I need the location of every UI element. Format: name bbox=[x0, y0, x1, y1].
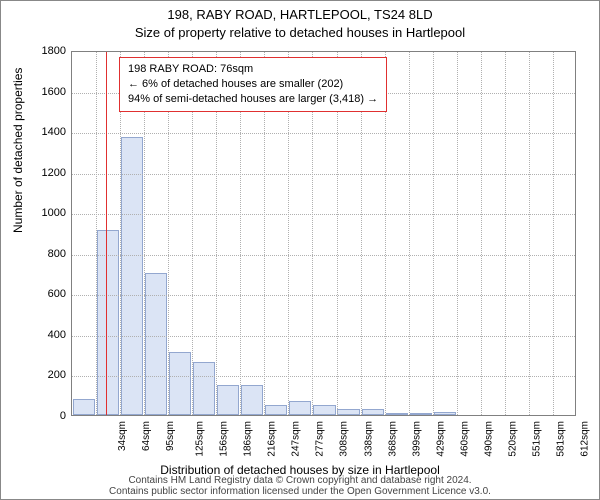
gridline-v bbox=[409, 52, 410, 415]
histogram-bar bbox=[241, 385, 263, 415]
gridline-v bbox=[96, 52, 97, 415]
x-tick-label: 612sqm bbox=[580, 421, 591, 457]
histogram-bar bbox=[313, 405, 335, 415]
y-tick-label: 1600 bbox=[42, 86, 66, 98]
legend-line: 94% of semi-detached houses are larger (… bbox=[128, 92, 378, 107]
x-tick-label: 490sqm bbox=[483, 421, 494, 457]
gridline-h bbox=[72, 174, 575, 175]
gridline-h bbox=[72, 255, 575, 256]
x-tick-label: 308sqm bbox=[339, 421, 350, 457]
x-tick-label: 581sqm bbox=[555, 421, 566, 457]
legend-line: ← 6% of detached houses are smaller (202… bbox=[128, 77, 378, 92]
y-tick-label: 1200 bbox=[42, 167, 66, 179]
histogram-bar bbox=[193, 362, 215, 415]
gridline-h bbox=[72, 336, 575, 337]
gridline-h bbox=[72, 133, 575, 134]
histogram-bar bbox=[169, 352, 191, 415]
x-tick-label: 216sqm bbox=[267, 421, 278, 457]
gridline-v bbox=[553, 52, 554, 415]
y-tick-label: 400 bbox=[48, 329, 66, 341]
histogram-bar bbox=[265, 405, 287, 415]
histogram-bar bbox=[121, 137, 143, 415]
x-tick-label: 551sqm bbox=[531, 421, 542, 457]
x-tick-label: 338sqm bbox=[363, 421, 374, 457]
x-tick-label: 429sqm bbox=[435, 421, 446, 457]
y-axis-label: Number of detached properties bbox=[11, 68, 25, 233]
gridline-h bbox=[72, 214, 575, 215]
x-tick-label: 64sqm bbox=[141, 421, 152, 451]
y-tick-label: 800 bbox=[48, 248, 66, 260]
legend-line: 198 RABY ROAD: 76sqm bbox=[128, 62, 378, 77]
x-tick-label: 156sqm bbox=[219, 421, 230, 457]
y-tick-label: 600 bbox=[48, 288, 66, 300]
histogram-bar bbox=[289, 401, 311, 415]
histogram-bar bbox=[434, 412, 456, 415]
gridline-h bbox=[72, 295, 575, 296]
title-line-2: Size of property relative to detached ho… bbox=[1, 25, 599, 40]
x-tick-label: 34sqm bbox=[117, 421, 128, 451]
histogram-bar bbox=[97, 230, 119, 415]
title-line-1: 198, RABY ROAD, HARTLEPOOL, TS24 8LD bbox=[1, 7, 599, 22]
x-tick-label: 277sqm bbox=[315, 421, 326, 457]
chart-frame: 198, RABY ROAD, HARTLEPOOL, TS24 8LD Siz… bbox=[0, 0, 600, 500]
gridline-v bbox=[505, 52, 506, 415]
x-tick-label: 186sqm bbox=[243, 421, 254, 457]
gridline-h bbox=[72, 376, 575, 377]
gridline-v bbox=[433, 52, 434, 415]
y-tick-label: 0 bbox=[60, 410, 66, 422]
histogram-bar bbox=[386, 413, 408, 415]
x-tick-label: 460sqm bbox=[459, 421, 470, 457]
x-tick-label: 368sqm bbox=[387, 421, 398, 457]
y-tick-label: 1000 bbox=[42, 207, 66, 219]
y-tick-label: 1800 bbox=[42, 45, 66, 57]
x-tick-label: 247sqm bbox=[291, 421, 302, 457]
gridline-v bbox=[481, 52, 482, 415]
legend-box: 198 RABY ROAD: 76sqm← 6% of detached hou… bbox=[119, 57, 387, 112]
histogram-bar bbox=[73, 399, 95, 415]
gridline-v bbox=[529, 52, 530, 415]
reference-line bbox=[106, 52, 107, 415]
x-tick-label: 520sqm bbox=[507, 421, 518, 457]
histogram-bar bbox=[337, 409, 359, 415]
x-tick-label: 399sqm bbox=[411, 421, 422, 457]
x-tick-label: 95sqm bbox=[165, 421, 176, 451]
histogram-bar bbox=[362, 409, 384, 415]
gridline-v bbox=[457, 52, 458, 415]
histogram-bar bbox=[217, 385, 239, 415]
y-tick-label: 200 bbox=[48, 369, 66, 381]
x-tick-label: 125sqm bbox=[195, 421, 206, 457]
y-tick-label: 1400 bbox=[42, 126, 66, 138]
histogram-bar bbox=[410, 413, 432, 415]
copyright-line-2: Contains public sector information licen… bbox=[1, 486, 599, 498]
